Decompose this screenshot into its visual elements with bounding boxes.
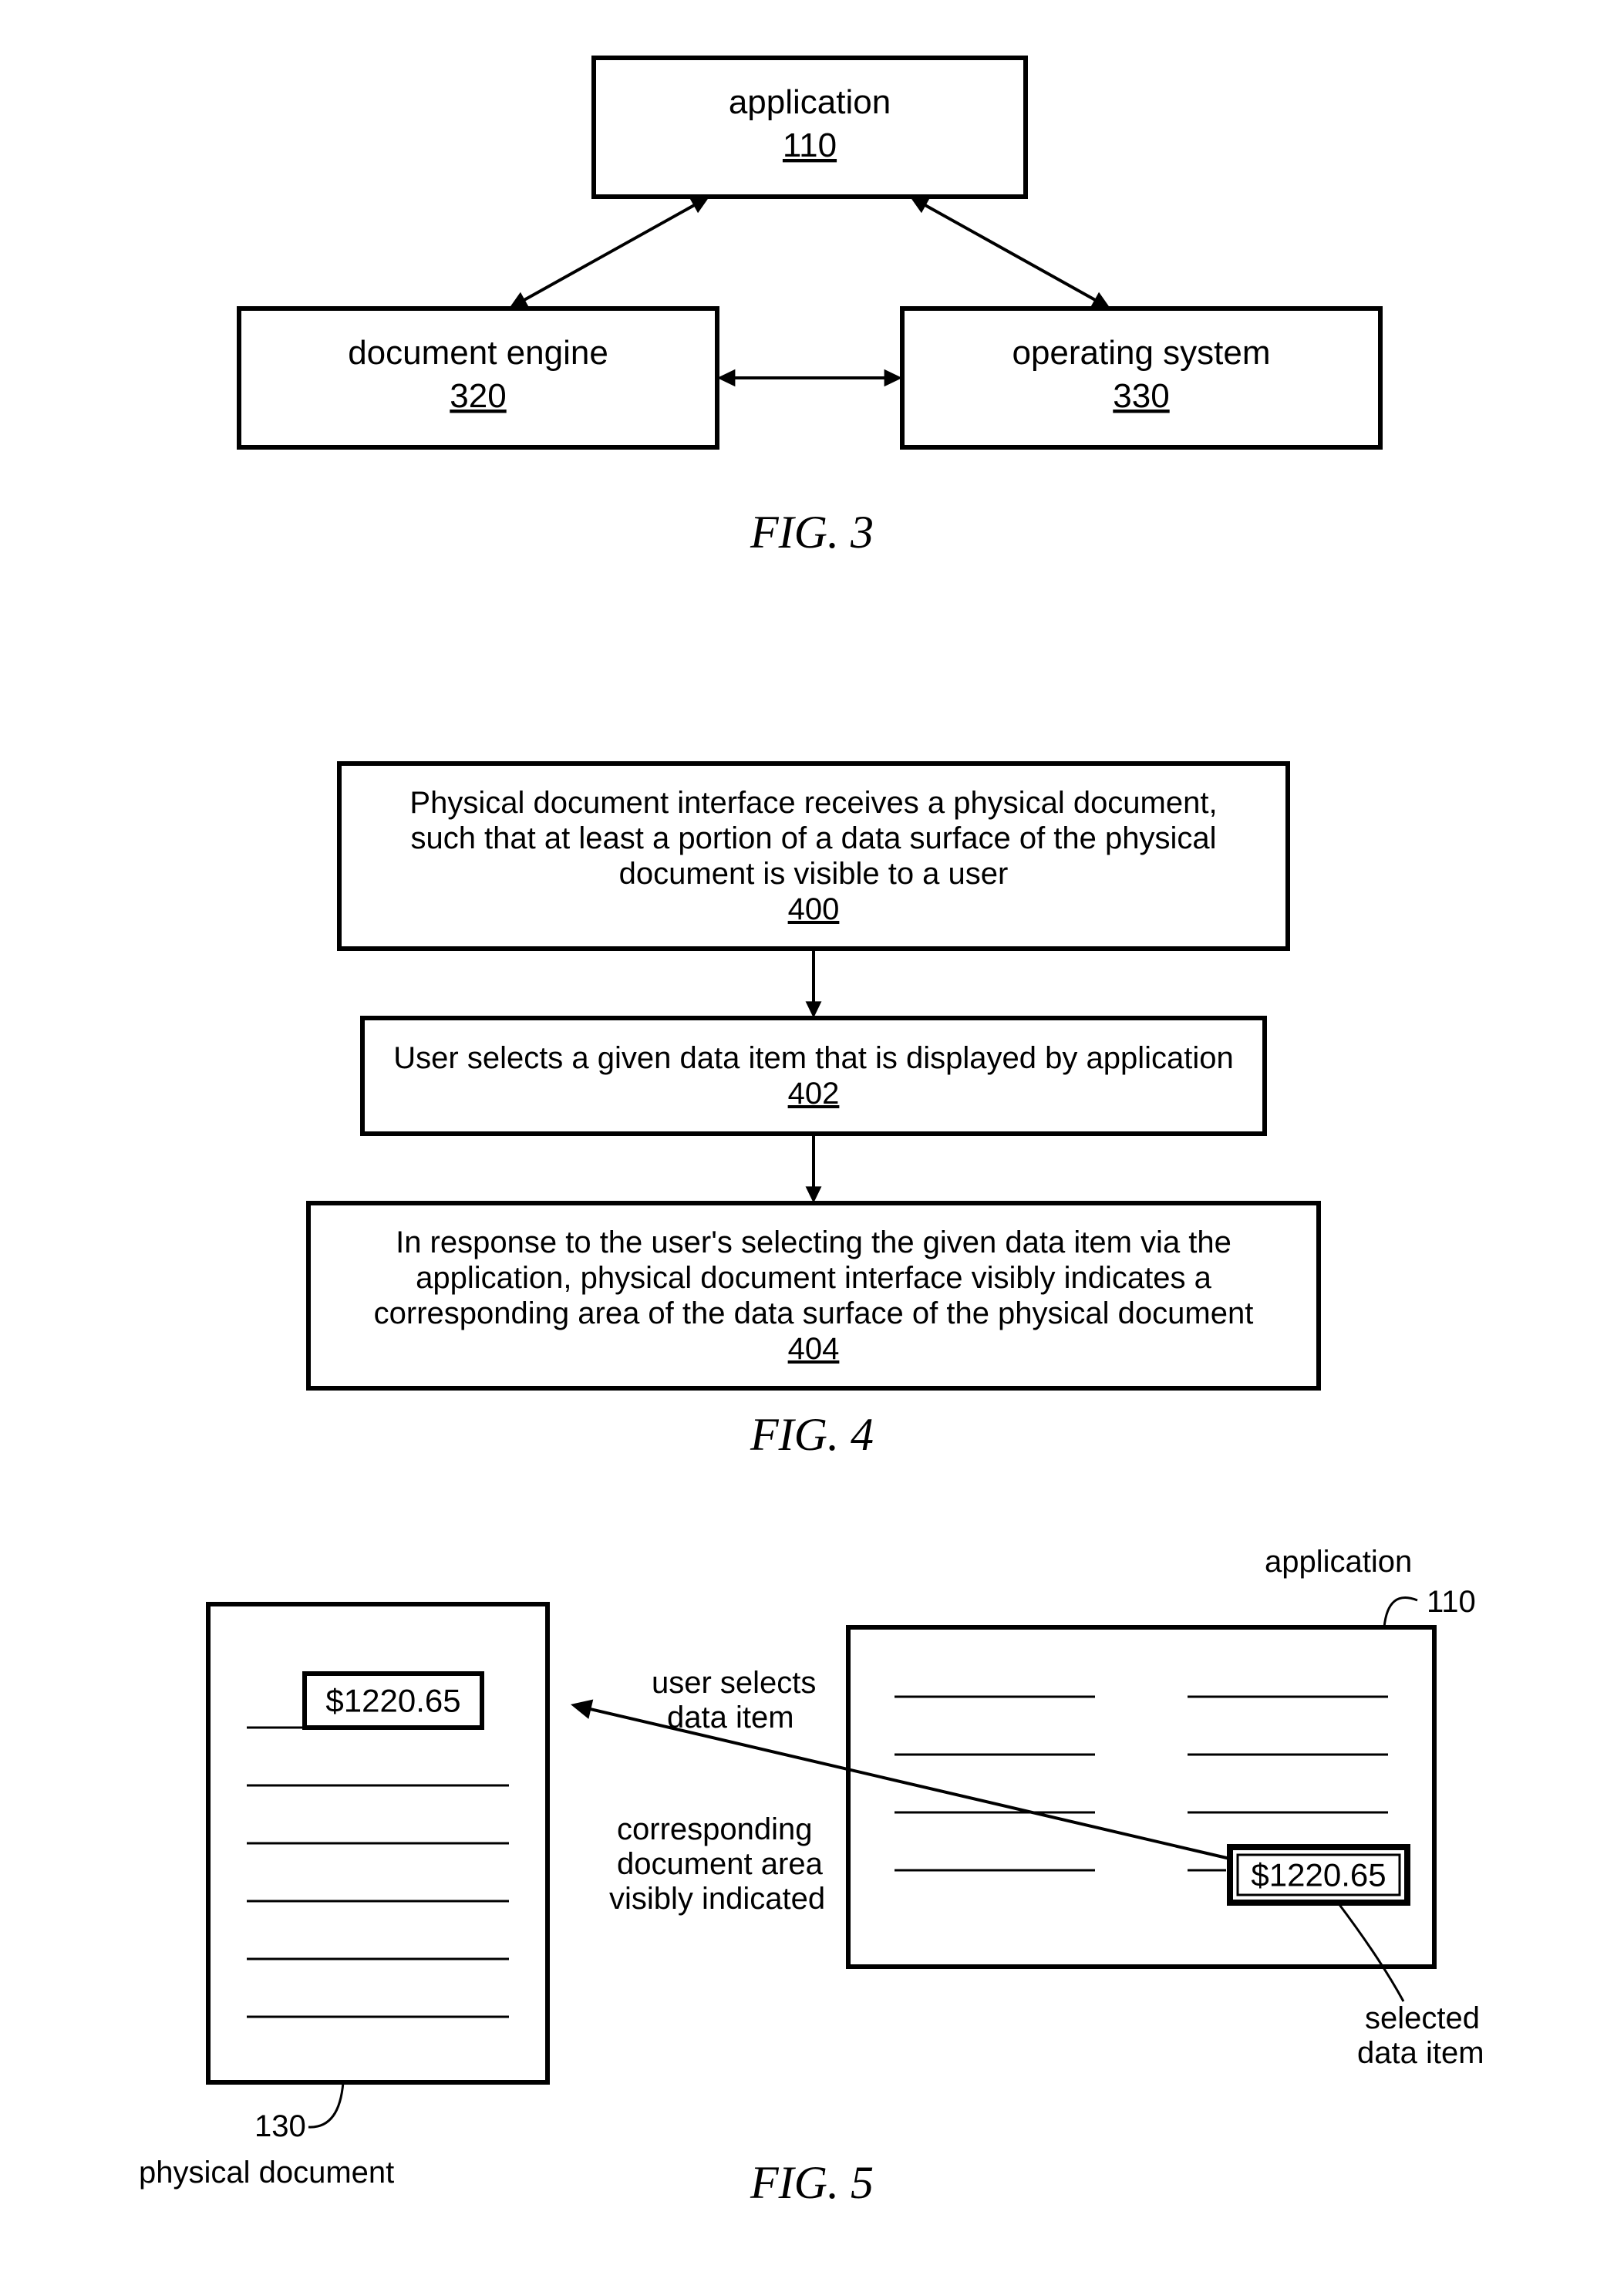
document-engine-label: document engine bbox=[348, 334, 608, 372]
app-highlight-value: $1220.65 bbox=[1251, 1857, 1386, 1893]
fig4-caption: FIG. 4 bbox=[750, 1409, 874, 1460]
application-label: application bbox=[729, 83, 891, 121]
fig3: application 110 document engine 320 operatin… bbox=[239, 58, 1380, 558]
fig4: Physical document interface receives a p… bbox=[308, 764, 1319, 1460]
fig4-step-0-line-1: such that at least a portion of a data s… bbox=[410, 821, 1216, 855]
operating-system-label: operating system bbox=[1012, 334, 1270, 372]
fig4-arrow-1-head bbox=[806, 1001, 822, 1018]
fig5: $1220.65 $1220.65 application 110 user selec… bbox=[139, 1545, 1484, 2208]
fig4-step-2-line-0: In response to the user's selecting the … bbox=[396, 1225, 1231, 1259]
fig5-arrow-head bbox=[571, 1699, 593, 1718]
fig4-step-2-line-2: corresponding area of the data surface o… bbox=[374, 1296, 1254, 1330]
label-app-number: 110 bbox=[1427, 1585, 1476, 1619]
label-selected-2: data item bbox=[1357, 2036, 1484, 2070]
label-corr-3: visibly indicated bbox=[609, 1882, 825, 1916]
label-corr-2: document area bbox=[617, 1847, 824, 1881]
physical-doc-value: $1220.65 bbox=[325, 1683, 460, 1719]
fig4-step-1-box bbox=[362, 1018, 1265, 1134]
label-corr-1: corresponding bbox=[617, 1812, 813, 1846]
label-physical-document: physical document bbox=[139, 2156, 394, 2190]
label-application: application bbox=[1265, 1545, 1412, 1579]
fig4-step-2-line-1: application, physical document interface… bbox=[416, 1261, 1211, 1295]
fig4-step-1-line-0: User selects a given data item that is d… bbox=[393, 1041, 1233, 1075]
arrow-doc-os-head2 bbox=[884, 369, 902, 387]
fig4-step-0-line-0: Physical document interface receives a p… bbox=[409, 786, 1217, 820]
fig4-step-0-line-2: document is visible to a user bbox=[619, 857, 1009, 891]
arrow-doc-os-head1 bbox=[717, 369, 735, 387]
fig4-step-2-number: 404 bbox=[788, 1332, 840, 1366]
leader-pd bbox=[308, 2082, 343, 2127]
label-user-selects-1: user selects bbox=[652, 1666, 816, 1700]
application-number: 110 bbox=[783, 126, 837, 164]
fig4-step-0-number: 400 bbox=[788, 892, 840, 926]
leader-app bbox=[1384, 1598, 1417, 1627]
document-engine-number: 320 bbox=[450, 377, 506, 415]
label-pd-number: 130 bbox=[254, 2109, 306, 2143]
fig3-caption: FIG. 3 bbox=[750, 507, 874, 558]
fig5-caption: FIG. 5 bbox=[750, 2157, 874, 2208]
arrow-app-doc-line bbox=[517, 201, 700, 303]
fig4-step-1-number: 402 bbox=[788, 1077, 840, 1111]
fig4-arrow-2-head bbox=[806, 1186, 822, 1203]
label-user-selects-2: data item bbox=[667, 1701, 794, 1735]
label-selected-1: selected bbox=[1365, 2001, 1480, 2035]
operating-system-number: 330 bbox=[1113, 377, 1169, 415]
arrow-app-os-line bbox=[918, 201, 1101, 303]
